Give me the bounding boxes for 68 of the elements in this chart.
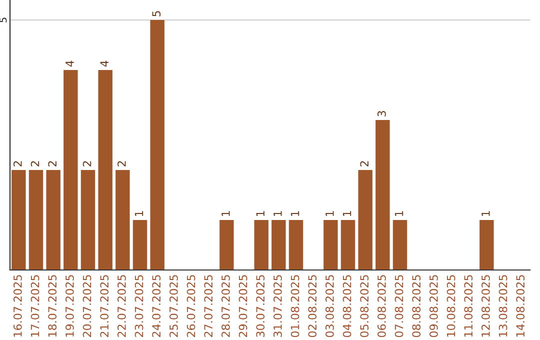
- bar: [324, 220, 338, 270]
- data-label: 2: [360, 161, 368, 166]
- x-tick-label: 31.07.2025: [273, 275, 282, 337]
- data-label: 1: [274, 211, 282, 216]
- bar: [64, 70, 78, 270]
- x-tick-label: 05.08.2025: [360, 275, 369, 338]
- bar: [340, 220, 356, 270]
- bar: [80, 170, 96, 270]
- x-tick-label: 26.07.2025: [186, 275, 196, 337]
- x-tick-label: 21.07.2025: [100, 275, 109, 337]
- bar: [376, 120, 390, 270]
- data-label: 4: [100, 60, 108, 67]
- x-tick-label: 20.07.2025: [82, 275, 92, 337]
- bar: [288, 220, 304, 270]
- bar: [480, 220, 494, 270]
- bar: [392, 220, 408, 270]
- x-tick-label: 07.08.2025: [394, 275, 404, 338]
- bar: [272, 220, 286, 270]
- x-tick-label: 10.08.2025: [446, 275, 456, 337]
- data-label: 1: [256, 211, 264, 216]
- x-tick-label: 27.07.2025: [204, 275, 213, 337]
- x-tick-label: 06.08.2025: [377, 275, 386, 338]
- data-label: 3: [377, 111, 386, 116]
- x-tick-label: 19.07.2025: [65, 275, 74, 337]
- x-tick-label: 22.07.2025: [117, 275, 126, 337]
- bar: [132, 220, 148, 270]
- bar: [150, 20, 164, 270]
- x-tick-label: 23.07.2025: [134, 275, 144, 337]
- bar: [98, 70, 112, 270]
- x-tick-label: 13.08.2025: [498, 275, 508, 337]
- x-tick-label: 02.08.2025: [308, 275, 317, 338]
- data-label: 2: [82, 161, 92, 166]
- x-tick-label: 30.07.2025: [256, 275, 265, 337]
- data-label: 1: [222, 211, 230, 216]
- x-tick-label: 08.08.2025: [412, 275, 421, 338]
- x-tick-label: 11.08.2025: [464, 275, 473, 337]
- x-tick-label: 17.07.2025: [30, 275, 40, 337]
- data-label: 2: [30, 161, 40, 166]
- data-label: 1: [326, 211, 334, 216]
- x-tick-label: 25.07.2025: [169, 275, 178, 337]
- x-tick-label: 12.08.2025: [481, 275, 490, 337]
- bar: [116, 170, 130, 270]
- data-label: 1: [134, 211, 144, 216]
- bar: [358, 170, 372, 270]
- data-label: 2: [117, 161, 126, 166]
- data-label: 4: [66, 60, 74, 67]
- bar: [46, 170, 60, 270]
- x-tick-label: 03.08.2025: [325, 275, 334, 338]
- x-tick-label: 24.07.2025: [152, 275, 161, 337]
- bar: [254, 220, 268, 270]
- x-tick-label: 18.07.2025: [48, 275, 57, 337]
- x-tick-label: 01.08.2025: [290, 275, 300, 338]
- x-tick-label: 28.07.2025: [221, 275, 230, 337]
- x-tick-label: 09.08.2025: [429, 275, 438, 338]
- data-label: 1: [290, 211, 300, 216]
- x-tick-label: 16.07.2025: [13, 275, 22, 337]
- x-tick-label: 29.07.2025: [238, 275, 248, 337]
- bar: [12, 170, 26, 270]
- bar: [220, 220, 234, 270]
- x-tick-label: 14.08.2025: [516, 275, 525, 337]
- data-label: 1: [394, 211, 404, 216]
- data-label: 1: [342, 211, 352, 216]
- data-label: 5: [152, 11, 161, 16]
- data-label: 2: [48, 161, 56, 166]
- data-label: 2: [13, 161, 22, 166]
- bar: [28, 170, 44, 270]
- data-label: 1: [482, 211, 490, 216]
- x-tick-label: 04.08.2025: [342, 275, 352, 338]
